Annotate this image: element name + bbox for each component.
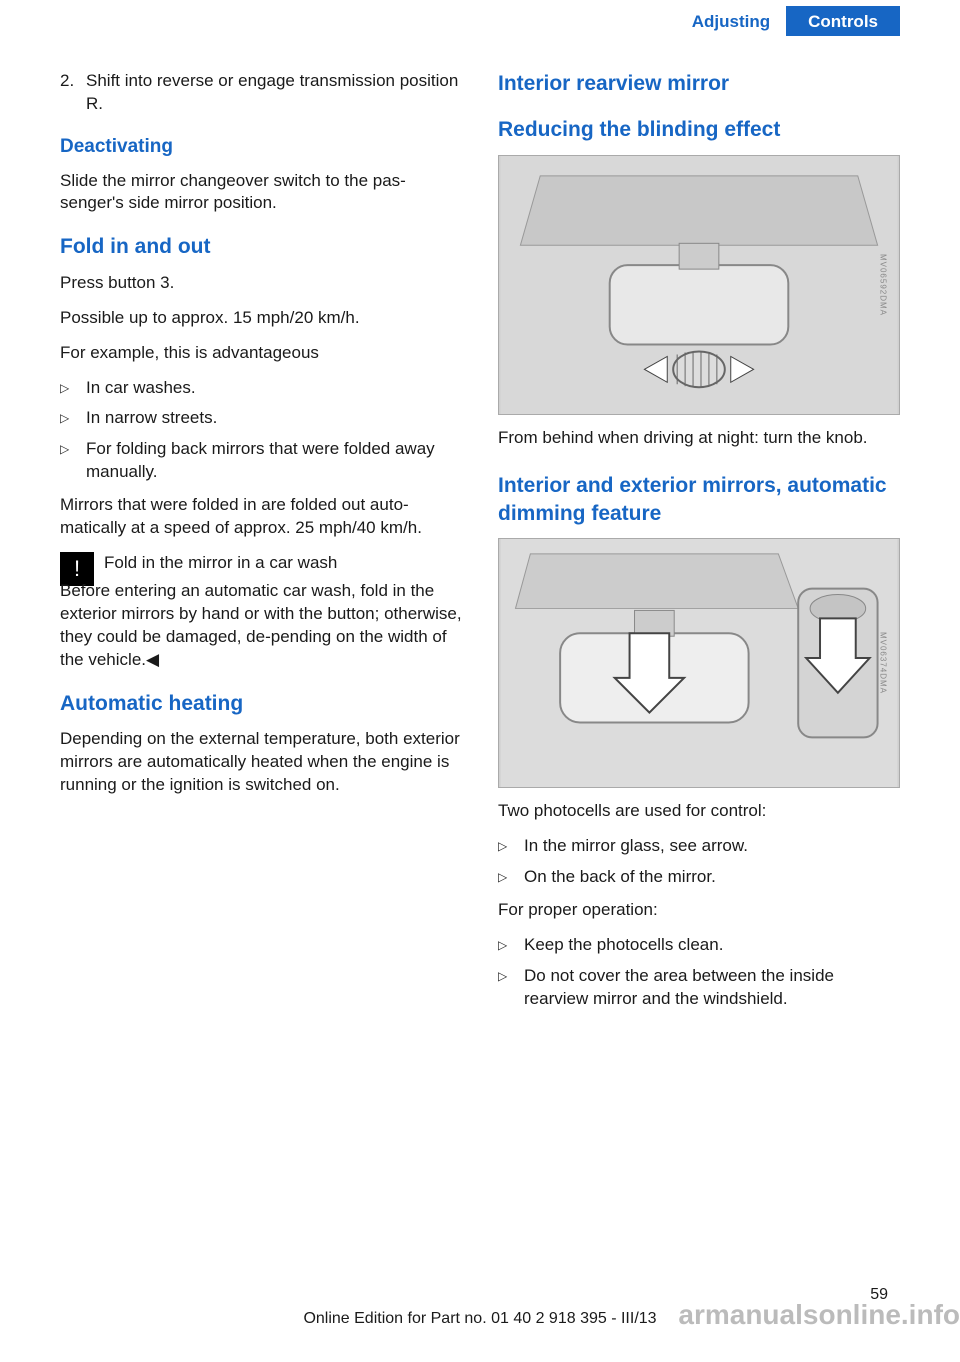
heating-text: Depending on the external temperature, b… bbox=[60, 728, 462, 797]
bullet-text: In car washes. bbox=[86, 377, 196, 400]
bullet-text: In the mirror glass, see arrow. bbox=[524, 835, 748, 858]
bullet-icon: ▷ bbox=[498, 934, 524, 957]
right-column: Interior rearview mirror Reducing the bl… bbox=[498, 70, 900, 1021]
bullet-text: On the back of the mirror. bbox=[524, 866, 716, 889]
list-item: ▷ In narrow streets. bbox=[60, 407, 462, 430]
step-text: Shift into reverse or engage transmissio… bbox=[86, 70, 462, 116]
image-code: MV06592DMA bbox=[877, 254, 888, 316]
bullet-icon: ▷ bbox=[60, 377, 86, 400]
bullet-text: Do not cover the area between the inside… bbox=[524, 965, 900, 1011]
heading-fold: Fold in and out bbox=[60, 233, 462, 261]
image-code: MV06374DMA bbox=[877, 632, 888, 694]
dim-bullets-2: ▷ Keep the photocells clean. ▷ Do not co… bbox=[498, 934, 900, 1011]
bullet-text: In narrow streets. bbox=[86, 407, 217, 430]
fold-p3: For example, this is advantageous bbox=[60, 342, 462, 365]
bullet-icon: ▷ bbox=[498, 866, 524, 889]
fold-p2: Possible up to approx. 15 mph/20 km/h. bbox=[60, 307, 462, 330]
bullet-icon: ▷ bbox=[60, 407, 86, 430]
fold-p1: Press button 3. bbox=[60, 272, 462, 295]
watermark: armanualsonline.info bbox=[678, 1296, 960, 1334]
left-column: 2. Shift into reverse or engage transmis… bbox=[60, 70, 462, 1021]
page-header: Adjusting Controls bbox=[692, 6, 900, 36]
numbered-step: 2. Shift into reverse or engage transmis… bbox=[60, 70, 462, 116]
fold-bullets: ▷ In car washes. ▷ In narrow streets. ▷ … bbox=[60, 377, 462, 485]
warning-title: Fold in the mirror in a car wash bbox=[104, 552, 462, 575]
mirror-illustration-1 bbox=[499, 156, 899, 414]
breadcrumb: Adjusting bbox=[692, 6, 786, 36]
figure-rearview-knob: MV06592DMA bbox=[498, 155, 900, 415]
list-item: ▷ Do not cover the area between the insi… bbox=[498, 965, 900, 1011]
blinding-text: From behind when driving at night: turn … bbox=[498, 427, 900, 450]
list-item: ▷ For folding back mirrors that were fol… bbox=[60, 438, 462, 484]
mirror-illustration-2 bbox=[499, 539, 899, 787]
list-item: ▷ In the mirror glass, see arrow. bbox=[498, 835, 900, 858]
bullet-text: Keep the photocells clean. bbox=[524, 934, 723, 957]
heading-heating: Automatic heating bbox=[60, 690, 462, 718]
fold-p4: Mirrors that were folded in are folded o… bbox=[60, 494, 462, 540]
heading-blinding: Reducing the blinding effect bbox=[498, 116, 900, 144]
list-item: ▷ Keep the photocells clean. bbox=[498, 934, 900, 957]
bullet-text: For folding back mirrors that were folde… bbox=[86, 438, 462, 484]
figure-dimming-photocells: MV06374DMA bbox=[498, 538, 900, 788]
list-item: ▷ On the back of the mirror. bbox=[498, 866, 900, 889]
content-columns: 2. Shift into reverse or engage transmis… bbox=[60, 70, 900, 1021]
list-item: ▷ In car washes. bbox=[60, 377, 462, 400]
bullet-icon: ▷ bbox=[498, 835, 524, 858]
dim-p2: For proper operation: bbox=[498, 899, 900, 922]
bullet-icon: ▷ bbox=[60, 438, 86, 484]
section-tab: Controls bbox=[786, 6, 900, 36]
step-number: 2. bbox=[60, 70, 86, 116]
deactivating-text: Slide the mirror changeover switch to th… bbox=[60, 170, 462, 216]
heading-dimming: Interior and exterior mirrors, automatic… bbox=[498, 472, 900, 529]
heading-interior-mirror: Interior rearview mirror bbox=[498, 70, 900, 98]
bullet-icon: ▷ bbox=[498, 965, 524, 1011]
heading-deactivating: Deactivating bbox=[60, 134, 462, 160]
dim-p1: Two photocells are used for control: bbox=[498, 800, 900, 823]
dim-bullets-1: ▷ In the mirror glass, see arrow. ▷ On t… bbox=[498, 835, 900, 889]
warning-body: Before entering an automatic car wash, f… bbox=[60, 580, 462, 672]
